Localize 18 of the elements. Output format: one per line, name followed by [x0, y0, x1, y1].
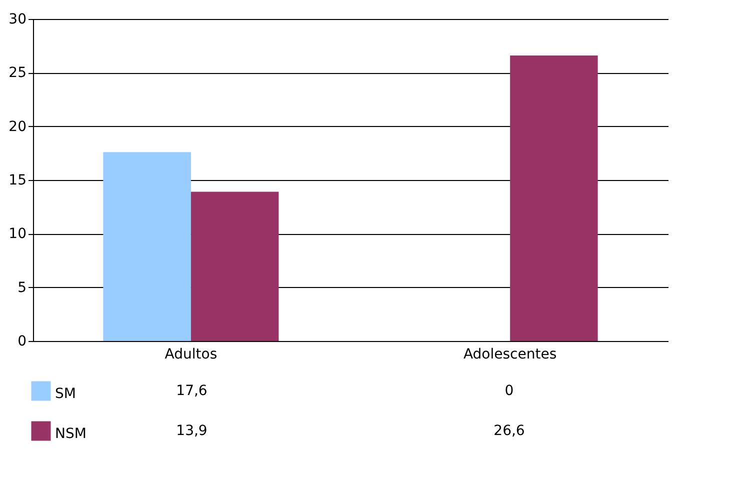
y-tick-label: 25 — [8, 65, 26, 82]
y-tick-label: 15 — [8, 172, 26, 188]
x-tick-label: Adultos — [164, 346, 218, 362]
legend-label: NSM — [55, 426, 86, 442]
x-tick-label: Adolescentes — [463, 346, 557, 362]
legend-label: SM — [55, 386, 76, 402]
data-label: 0 — [504, 383, 514, 399]
data-label: 17,6 — [176, 383, 208, 399]
y-tick-label: 5 — [18, 280, 26, 296]
y-tick-label: 20 — [8, 118, 26, 135]
y-tick-label: 0 — [18, 334, 26, 350]
y-tick-label: 30 — [8, 12, 26, 28]
bar — [103, 152, 191, 341]
bar — [190, 192, 279, 341]
bar — [510, 55, 598, 341]
y-tick-label: 10 — [8, 226, 26, 242]
data-label: 26,6 — [494, 423, 525, 439]
data-label: 13,9 — [176, 423, 208, 439]
